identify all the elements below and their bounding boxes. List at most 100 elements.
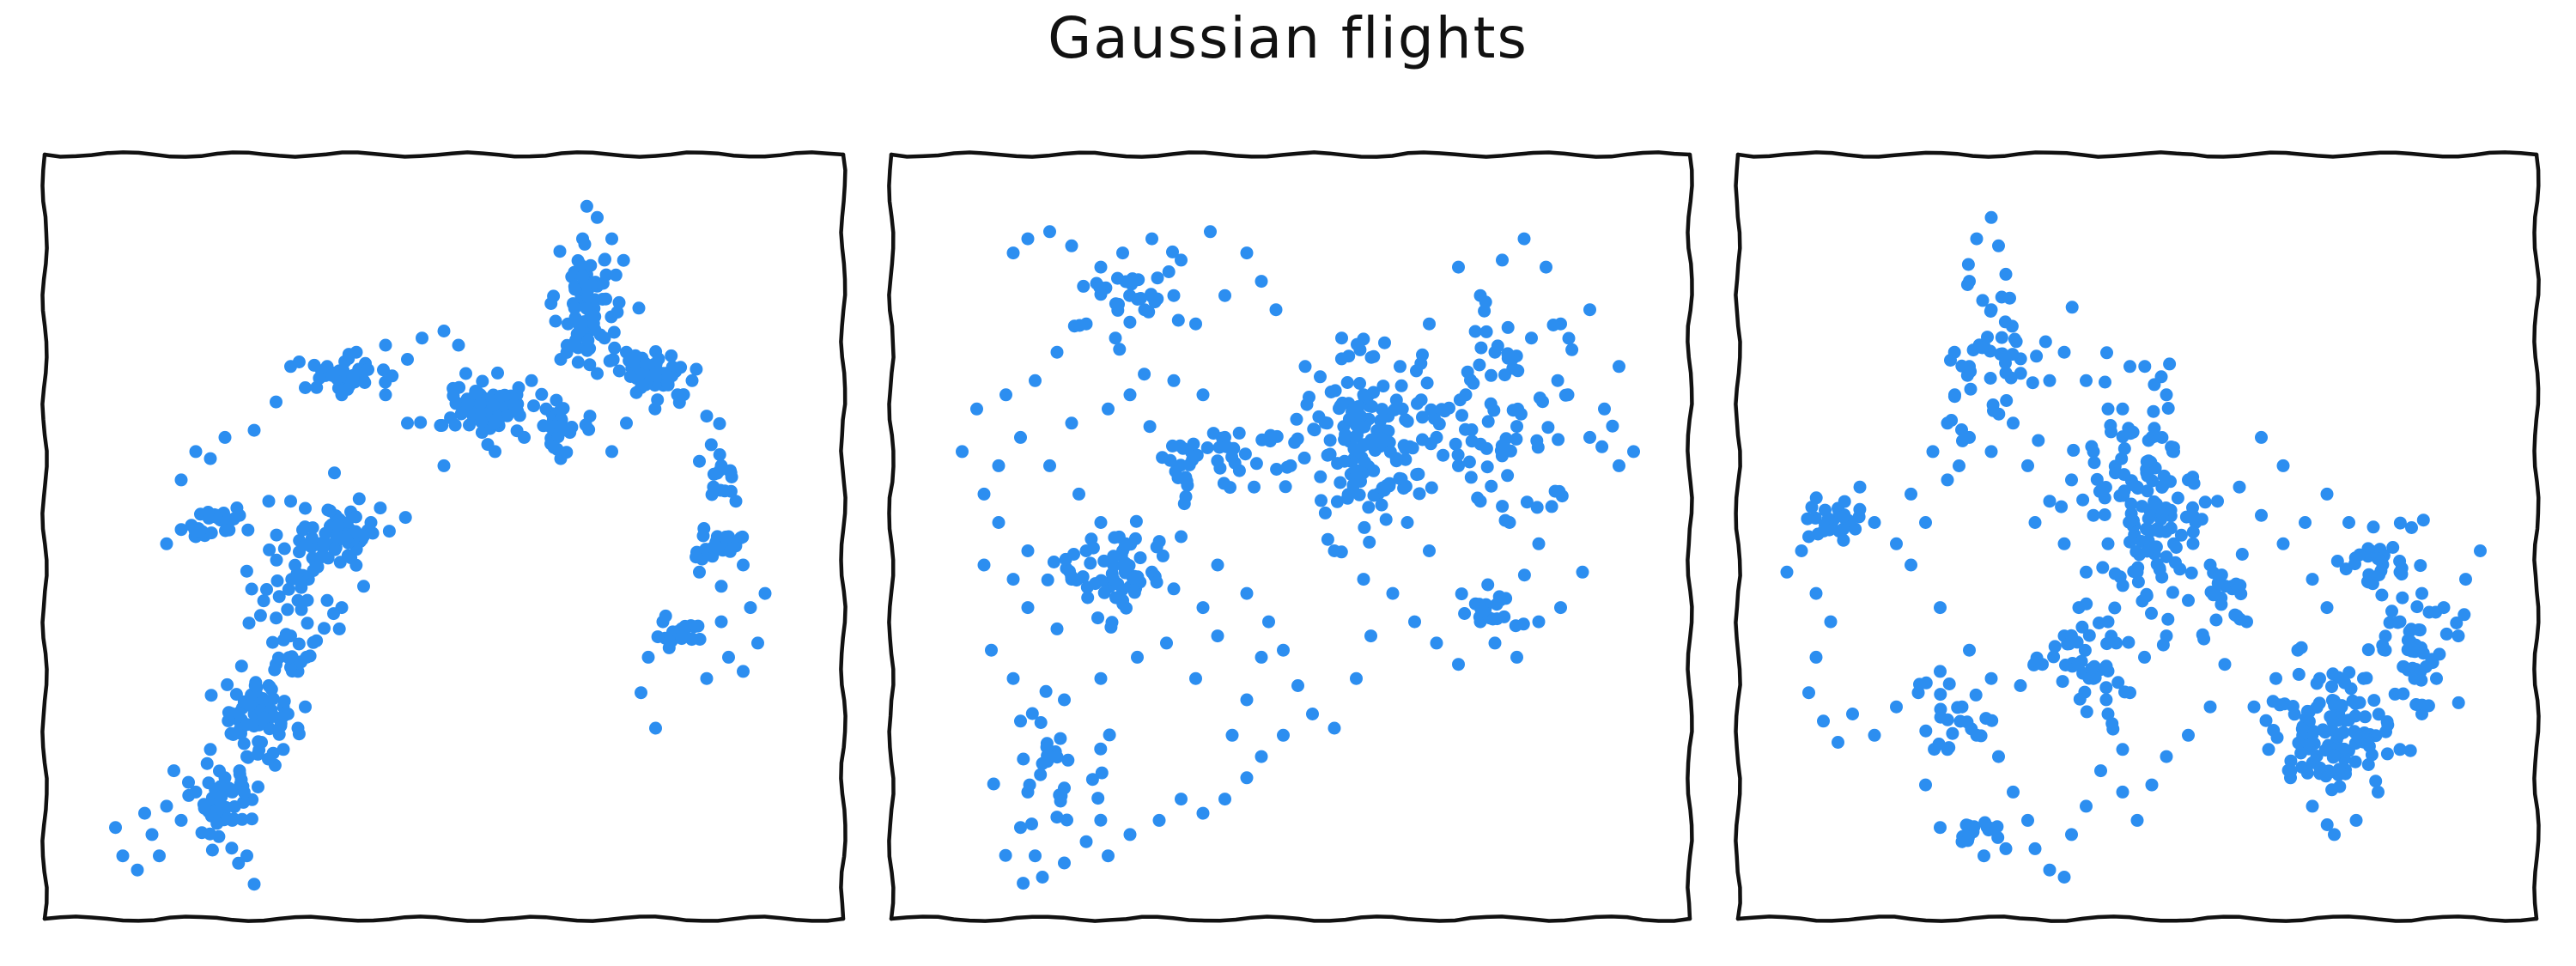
panel-1-frame-left xyxy=(40,152,49,921)
data-point xyxy=(292,637,306,651)
data-point xyxy=(1346,478,1360,492)
data-point xyxy=(1084,532,1098,546)
data-point xyxy=(1349,418,1363,432)
data-point xyxy=(2292,667,2306,681)
data-point xyxy=(1595,440,1609,453)
data-point xyxy=(160,799,173,813)
data-point xyxy=(1303,391,1315,404)
data-point xyxy=(2116,402,2129,416)
data-point xyxy=(489,445,501,459)
data-point xyxy=(1399,413,1413,427)
data-point xyxy=(272,590,286,604)
data-point xyxy=(1352,488,1366,501)
data-point xyxy=(2087,508,2100,522)
data-point xyxy=(1805,501,1819,514)
data-point xyxy=(1532,615,1546,629)
data-point xyxy=(1116,246,1129,260)
data-point xyxy=(999,388,1012,402)
data-point xyxy=(292,355,306,368)
data-point xyxy=(241,523,255,537)
data-point xyxy=(1473,358,1486,372)
data-point xyxy=(596,293,610,306)
data-point xyxy=(1006,573,1020,586)
data-point xyxy=(651,630,665,644)
data-point xyxy=(1478,304,1492,318)
data-point xyxy=(1327,721,1341,735)
data-point xyxy=(1397,482,1411,495)
data-point xyxy=(2113,570,2127,584)
data-point xyxy=(693,454,706,468)
data-point xyxy=(704,438,718,452)
data-point xyxy=(707,467,720,481)
data-point xyxy=(1225,450,1239,464)
data-point xyxy=(1974,729,1988,743)
data-point xyxy=(1112,530,1126,544)
data-point xyxy=(357,580,370,593)
data-point xyxy=(1043,225,1056,239)
data-point xyxy=(234,659,248,673)
data-point xyxy=(109,821,122,835)
data-point xyxy=(270,611,283,625)
data-point xyxy=(2142,434,2155,447)
data-point xyxy=(1992,750,2005,763)
data-point xyxy=(1992,407,2006,421)
data-point xyxy=(1999,267,2013,281)
data-point xyxy=(2360,671,2373,685)
data-point xyxy=(131,863,144,877)
data-point xyxy=(1919,724,1933,738)
data-point xyxy=(2006,348,2020,361)
data-point xyxy=(2320,601,2334,615)
data-point xyxy=(271,651,285,665)
data-point xyxy=(2116,785,2129,799)
scatter-panel-1 xyxy=(40,150,848,923)
data-point xyxy=(1315,494,1327,507)
data-point xyxy=(2422,605,2436,619)
data-point xyxy=(116,849,130,863)
data-point xyxy=(2008,332,2021,346)
data-point xyxy=(719,530,732,544)
data-point xyxy=(2367,694,2381,708)
data-point xyxy=(1837,509,1850,523)
data-point xyxy=(2312,696,2326,710)
data-point xyxy=(2014,679,2027,692)
data-point xyxy=(245,812,258,826)
data-point xyxy=(1981,331,1994,344)
data-point xyxy=(2163,357,2177,371)
data-point xyxy=(1464,471,1478,484)
data-point xyxy=(1224,481,1236,495)
data-point xyxy=(2085,440,2099,453)
data-point xyxy=(2174,528,2188,542)
data-point xyxy=(1067,548,1080,561)
data-point xyxy=(1452,260,1465,274)
data-point xyxy=(718,484,732,498)
data-point xyxy=(649,721,662,735)
data-point xyxy=(627,355,641,368)
data-point xyxy=(1240,771,1254,785)
data-point xyxy=(1029,374,1042,387)
data-point xyxy=(2353,548,2366,562)
data-point xyxy=(1187,437,1200,451)
data-point xyxy=(2164,521,2178,535)
data-point xyxy=(1530,434,1544,447)
data-point xyxy=(1054,732,1067,745)
data-point xyxy=(2075,620,2089,634)
data-point xyxy=(2203,700,2217,714)
data-point xyxy=(568,301,581,315)
data-point xyxy=(560,338,574,352)
data-point xyxy=(1951,701,1965,714)
data-point xyxy=(2021,813,2034,827)
data-point xyxy=(553,419,567,433)
data-point xyxy=(174,523,188,537)
data-point xyxy=(550,393,563,407)
data-point xyxy=(266,635,279,649)
data-point xyxy=(2349,813,2363,827)
data-point xyxy=(1984,445,1998,459)
data-point xyxy=(1196,388,1210,402)
data-point xyxy=(1510,650,1523,664)
data-point xyxy=(2149,540,2163,554)
data-point xyxy=(2030,349,2044,363)
data-point xyxy=(1350,671,1363,685)
data-point xyxy=(2348,755,2362,769)
data-point xyxy=(2126,425,2140,439)
data-point xyxy=(2397,660,2410,674)
